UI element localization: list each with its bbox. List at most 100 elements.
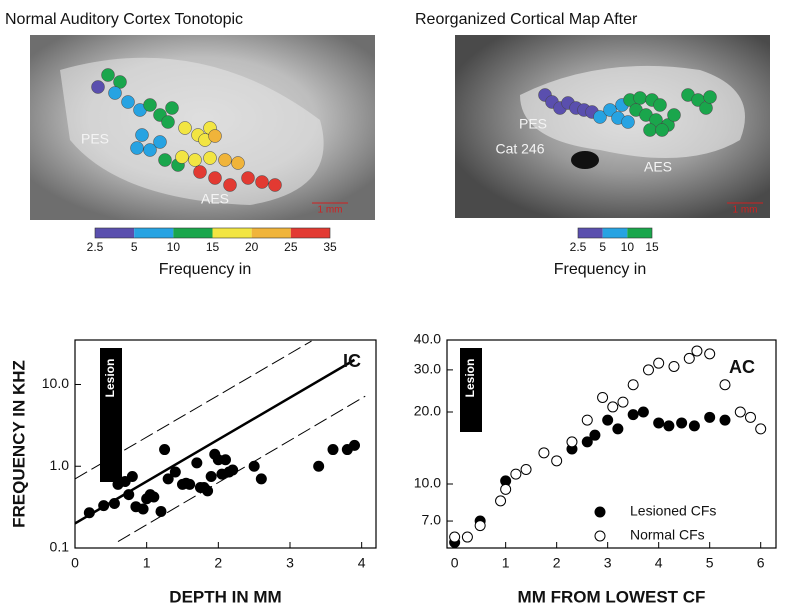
colorbar-tick-label: 5 <box>131 240 138 254</box>
x-axis-label: DEPTH IN MM <box>169 587 281 606</box>
data-point <box>126 470 138 482</box>
y-tick-label: 7.0 <box>422 512 442 528</box>
colorbar-segment <box>602 228 628 238</box>
data-point <box>691 345 703 357</box>
data-point <box>744 411 756 423</box>
x-tick-label: 3 <box>286 555 294 571</box>
legend-marker <box>594 506 606 518</box>
x-tick-label: 3 <box>604 555 612 571</box>
data-point <box>461 531 473 543</box>
electrode-site <box>643 123 657 137</box>
charts: 0 1 2 3 4 0.1 1.0 10.0 DEPTH IN MM FREQUENCY IN K… <box>9 331 777 606</box>
electrode-site <box>143 98 157 112</box>
data-point <box>607 401 619 413</box>
plot-frame <box>446 339 777 549</box>
y-tick-label: 10.0 <box>42 375 69 391</box>
data-point <box>500 483 512 495</box>
scale-label: 1 mm <box>318 205 343 216</box>
y-tick-label: 30.0 <box>414 361 441 377</box>
x-tick-label: 2 <box>214 555 222 571</box>
data-point <box>495 495 507 507</box>
x-tick-label: 2 <box>553 555 561 571</box>
electrode-site <box>241 171 255 185</box>
lesion-bar <box>100 348 122 482</box>
colorbar-tick-label: 2.5 <box>570 240 587 254</box>
legend-label: Lesioned CFs <box>630 503 716 519</box>
data-point <box>663 420 675 432</box>
electrode-site <box>158 153 172 167</box>
data-point <box>474 520 486 532</box>
colorbar-segment <box>212 228 252 238</box>
data-point <box>248 460 260 472</box>
area-label: AES <box>644 159 672 175</box>
data-point <box>349 439 360 451</box>
electrode-site <box>223 178 237 192</box>
data-point <box>688 420 700 432</box>
curve-label: IC <box>343 351 361 371</box>
panel-title: Reorganized Cortical Map After <box>415 11 638 28</box>
data-point <box>520 463 532 475</box>
data-point <box>653 357 665 369</box>
data-point <box>220 454 231 466</box>
colorbar-segment <box>134 228 174 238</box>
electrode-site <box>121 95 135 109</box>
colorbar-label: Frequency in <box>554 261 647 278</box>
data-point <box>668 360 680 372</box>
colorbar-tick-label: 15 <box>206 240 220 254</box>
colorbar-segment <box>578 228 603 238</box>
data-point <box>704 348 716 360</box>
chart: 0 1 2 3 4 0.1 1.0 10.0 DEPTH IN MM FREQUENCY IN K… <box>9 339 377 606</box>
data-point <box>653 417 665 429</box>
colorbar-tick-label: 20 <box>245 240 259 254</box>
electrode-site <box>101 68 115 82</box>
electrode-site <box>653 98 667 112</box>
data-point <box>205 470 217 482</box>
x-tick-label: 4 <box>655 555 663 571</box>
colorbar-segment <box>290 228 330 238</box>
data-point <box>137 503 149 515</box>
x-tick-label: 1 <box>143 555 151 571</box>
legend-label: Normal CFs <box>630 527 705 543</box>
colorbar-tick-label: 10 <box>621 240 635 254</box>
data-point <box>627 379 639 391</box>
data-point <box>612 423 624 435</box>
electrode-site <box>208 129 222 143</box>
colorbar-tick-label: 10 <box>167 240 181 254</box>
electrode-site <box>621 115 635 129</box>
data-point <box>155 505 167 517</box>
lesion-bar <box>460 348 482 432</box>
data-point <box>734 406 746 418</box>
electrode-site <box>161 115 175 129</box>
lesion-label: Lesion <box>463 359 477 398</box>
colorbar-frame <box>94 227 331 239</box>
data-point <box>191 457 203 469</box>
data-point <box>589 429 601 441</box>
data-point <box>227 464 239 476</box>
electrode-site <box>143 143 157 157</box>
colorbar-segment <box>173 228 213 238</box>
electrode-site <box>655 123 669 137</box>
data-point <box>184 478 196 490</box>
electrode-site <box>91 80 105 94</box>
data-point <box>202 485 214 497</box>
electrode-site <box>703 90 717 104</box>
y-tick-label: 20.0 <box>414 403 441 419</box>
electrode-site <box>593 110 607 124</box>
electrode-site <box>188 153 202 167</box>
lesion-label: Lesion <box>103 359 117 398</box>
electrode-site <box>135 128 149 142</box>
data-point <box>159 444 171 456</box>
area-label: Cat 246 <box>495 141 544 157</box>
x-tick-label: 0 <box>451 555 459 571</box>
x-tick-label: 0 <box>71 555 79 571</box>
colorbar-tick-label: 25 <box>284 240 298 254</box>
data-point <box>627 409 639 421</box>
electrode-site <box>165 101 179 115</box>
x-axis-label: MM FROM LOWEST CF <box>518 587 706 606</box>
data-point <box>162 473 174 485</box>
fit-line <box>75 358 356 525</box>
electrode-site <box>231 156 245 170</box>
colorbar-frame <box>577 227 653 239</box>
data-point <box>755 423 767 435</box>
legend-marker <box>594 530 606 542</box>
